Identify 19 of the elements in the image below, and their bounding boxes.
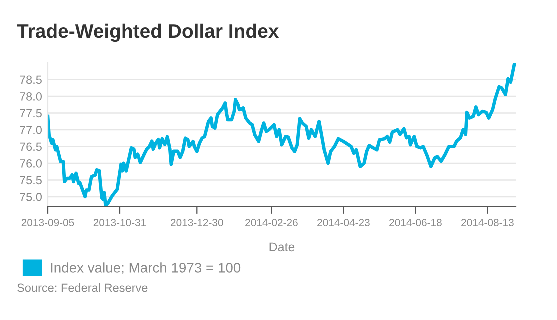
legend-label: Index value; March 1973 = 100 — [51, 262, 241, 274]
x-tick-label: 2013-12-30 — [171, 219, 224, 226]
y-tick-label: 75.0 — [20, 192, 42, 202]
x-tick-label: 2014-04-23 — [318, 219, 370, 226]
y-tick-label: 77.5 — [20, 109, 42, 118]
y-tick-label: 76.0 — [20, 160, 42, 168]
source-note: Source: Federal Reserve — [18, 283, 148, 292]
x-tick-label: 2013-10-31 — [94, 219, 146, 226]
y-tick-label: 75.5 — [20, 176, 42, 185]
x-tick-label: 2014-08-13 — [462, 219, 514, 226]
y-tick-label: 78.0 — [20, 92, 42, 101]
y-tick-label: 78.5 — [20, 76, 42, 84]
chart-title: Trade-Weighted Dollar Index — [17, 24, 280, 42]
x-tick-label: 2014-02-26 — [246, 219, 298, 226]
y-tick-label: 77.0 — [20, 126, 42, 134]
y-tick-label: 76.5 — [20, 142, 42, 152]
x-tick-label: 2014-06-18 — [390, 219, 442, 226]
x-tick-label: 2013-09-05 — [22, 219, 74, 226]
x-axis-title: Date — [270, 242, 295, 252]
